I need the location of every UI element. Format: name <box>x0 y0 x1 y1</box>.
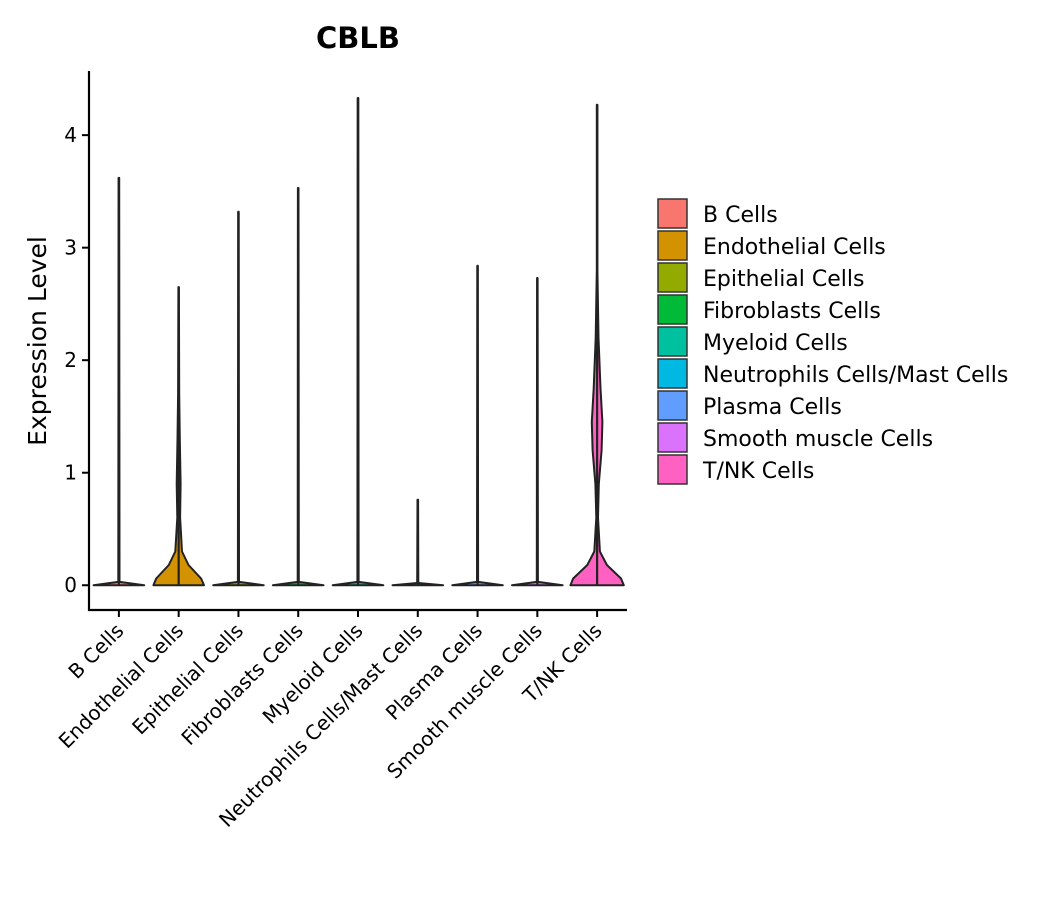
legend-swatch <box>657 390 688 421</box>
legend: B Cells Endothelial Cells Epithelial Cells… <box>657 198 1008 485</box>
legend-swatch <box>657 198 688 229</box>
legend-label: T/NK Cells <box>702 459 814 484</box>
y-tick-label: 1 <box>64 461 77 485</box>
legend-label: Fibroblasts Cells <box>703 299 881 324</box>
chart-title: CBLB <box>316 21 400 55</box>
legend-label: Neutrophils Cells/Mast Cells <box>703 363 1008 388</box>
legend-swatch <box>657 262 688 293</box>
legend-swatch <box>657 230 688 261</box>
legend-label: Plasma Cells <box>703 395 842 420</box>
legend-label: B Cells <box>703 203 778 228</box>
legend-label: Epithelial Cells <box>703 267 864 292</box>
y-tick-label: 3 <box>64 236 77 260</box>
legend-label: Myeloid Cells <box>703 331 848 356</box>
y-tick-label: 2 <box>64 348 77 372</box>
legend-swatch <box>657 294 688 325</box>
y-axis-title: Expression Level <box>23 236 52 446</box>
legend-swatch <box>657 358 688 389</box>
legend-swatch <box>657 422 688 453</box>
legend-label: Endothelial Cells <box>703 235 886 260</box>
legend-swatch <box>657 454 688 485</box>
y-tick-label: 4 <box>64 123 77 147</box>
y-tick-label: 0 <box>64 573 77 597</box>
legend-swatch <box>657 326 688 357</box>
legend-label: Smooth muscle Cells <box>703 427 933 452</box>
